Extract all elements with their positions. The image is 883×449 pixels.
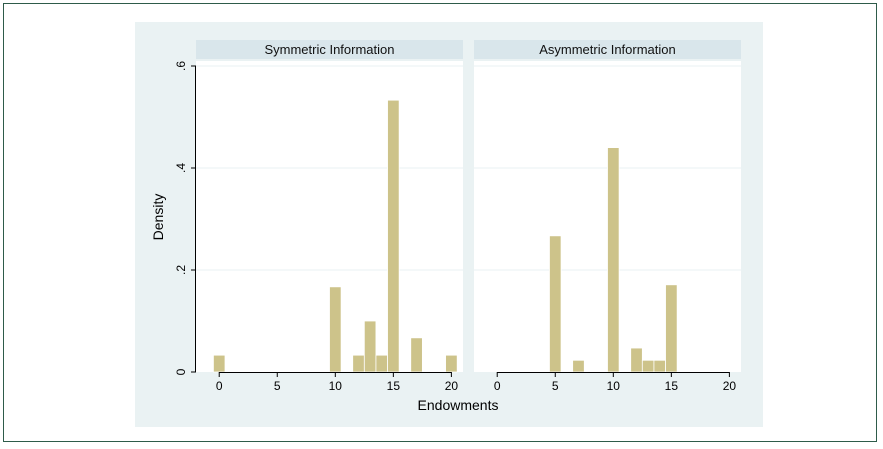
histogram-bar bbox=[375, 354, 388, 373]
histogram-bar bbox=[549, 235, 562, 373]
y-tick-label: .2 bbox=[174, 265, 188, 275]
x-tick-label: 10 bbox=[329, 379, 343, 393]
y-tick-label: 0 bbox=[174, 368, 188, 375]
x-tick-label: 5 bbox=[274, 379, 281, 393]
x-tick-label: 20 bbox=[445, 379, 459, 393]
histogram-bar bbox=[329, 286, 342, 373]
x-tick-label: 0 bbox=[216, 379, 223, 393]
histogram-bar bbox=[630, 347, 643, 373]
histogram-bar bbox=[387, 99, 400, 373]
histogram-bar bbox=[410, 337, 423, 373]
histogram-bar bbox=[352, 354, 365, 373]
panel-header-asymmetric bbox=[474, 40, 741, 59]
x-tick-label: 15 bbox=[387, 379, 401, 393]
x-tick-label: 0 bbox=[494, 379, 501, 393]
panel-header-symmetric bbox=[196, 40, 463, 59]
y-axis-label: Density bbox=[150, 194, 166, 241]
x-tick-label: 15 bbox=[665, 379, 679, 393]
panel-title-asymmetric: Asymmetric Information bbox=[539, 42, 676, 57]
y-tick-label: .4 bbox=[174, 163, 188, 173]
histogram-bar bbox=[213, 354, 226, 373]
histogram-bar bbox=[641, 359, 655, 373]
histogram-bar bbox=[572, 359, 585, 373]
bars bbox=[213, 99, 678, 373]
histogram-bar bbox=[665, 284, 678, 373]
histogram-bar bbox=[607, 147, 620, 373]
histogram-bar bbox=[653, 359, 666, 373]
x-tick-label: 5 bbox=[552, 379, 559, 393]
x-tick-label: 20 bbox=[723, 379, 737, 393]
x-axis-label: Endowments bbox=[418, 397, 499, 413]
panel-title-symmetric: Symmetric Information bbox=[264, 42, 394, 57]
histogram-bar bbox=[363, 320, 377, 373]
x-tick-label: 10 bbox=[607, 379, 621, 393]
y-tick-label: .6 bbox=[174, 61, 188, 71]
axes: 0 5 10 15 20 0 5 10 15 20 0 .2 .4 .6 bbox=[174, 61, 736, 393]
histogram-bar bbox=[445, 354, 458, 373]
